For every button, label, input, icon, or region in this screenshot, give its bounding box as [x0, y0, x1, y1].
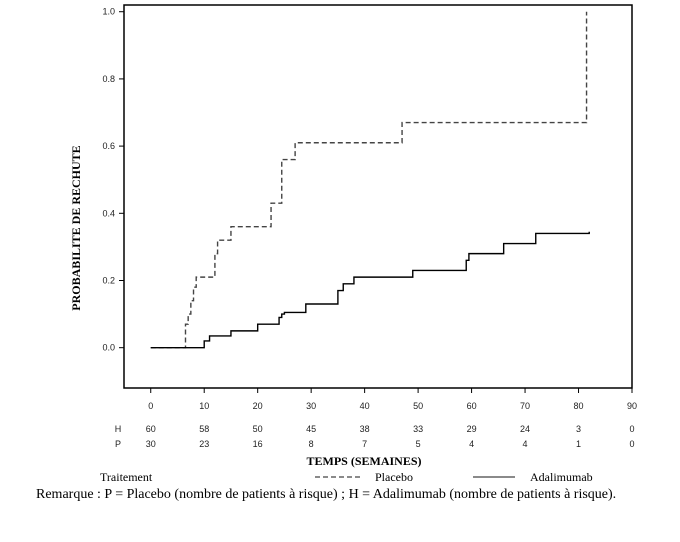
risk-cell: 16 — [253, 439, 263, 449]
plot-frame — [123, 4, 633, 389]
risk-cell: 50 — [253, 424, 263, 434]
risk-table: H 60 58 50 45 38 33 29 24 3 0P 30 23 16 8 7 5 4 4 1 0 — [115, 424, 635, 449]
risk-cell: 24 — [520, 424, 530, 434]
x-tick-label: 70 — [520, 401, 530, 411]
x-tick-label: 50 — [413, 401, 423, 411]
x-tick-label: 10 — [199, 401, 209, 411]
risk-cell: 0 — [629, 439, 634, 449]
series-line-placebo — [150, 11, 588, 349]
y-axis-label: PROBABILITE DE RECHUTE — [69, 145, 83, 310]
risk-cell: 5 — [416, 439, 421, 449]
risk-cell: 0 — [629, 424, 634, 434]
risk-row-label: P — [115, 439, 121, 449]
risk-cell: 4 — [523, 439, 528, 449]
footnote-remark: Remarque : P = Placebo (nombre de patien… — [36, 487, 617, 502]
risk-cell: 58 — [199, 424, 209, 434]
legend-label-placebo: Placebo — [375, 470, 413, 484]
risk-row-label: H — [115, 424, 122, 434]
x-tick-label: 0 — [148, 401, 153, 411]
legend: Traitement Placebo Adalimumab — [100, 470, 593, 484]
risk-cell: 33 — [413, 424, 423, 434]
y-tick-label: 0.0 — [102, 343, 115, 353]
risk-cell: 23 — [199, 439, 209, 449]
x-tick-label: 40 — [360, 401, 370, 411]
y-tick-label: 0.8 — [102, 74, 115, 84]
series-layer — [150, 11, 590, 349]
y-tick-label: 0.2 — [102, 275, 115, 285]
risk-cell: 45 — [306, 424, 316, 434]
legend-label-adalimumab: Adalimumab — [530, 470, 593, 484]
legend-title: Traitement — [100, 470, 153, 484]
y-tick-label: 0.4 — [102, 208, 115, 218]
risk-cell: 38 — [360, 424, 370, 434]
risk-cell: 1 — [576, 439, 581, 449]
risk-cell: 4 — [469, 439, 474, 449]
risk-cell: 30 — [146, 439, 156, 449]
x-axis-label: TEMPS (SEMAINES) — [306, 454, 421, 468]
x-tick-label: 30 — [306, 401, 316, 411]
x-tick-label: 90 — [627, 401, 637, 411]
series-line-adalimumab — [150, 231, 590, 349]
x-tick-label: 20 — [253, 401, 263, 411]
risk-cell: 3 — [576, 424, 581, 434]
y-axis-ticks: 0.0 0.2 0.4 0.6 0.8 1.0 — [102, 7, 124, 353]
x-tick-label: 60 — [467, 401, 477, 411]
x-axis-ticks: 0 10 20 30 40 50 60 70 80 90 — [148, 388, 637, 411]
x-tick-label: 80 — [574, 401, 584, 411]
risk-cell: 7 — [362, 439, 367, 449]
y-tick-label: 0.6 — [102, 141, 115, 151]
y-tick-label: 1.0 — [102, 7, 115, 17]
risk-cell: 8 — [309, 439, 314, 449]
risk-cell: 60 — [146, 424, 156, 434]
risk-cell: 29 — [467, 424, 477, 434]
